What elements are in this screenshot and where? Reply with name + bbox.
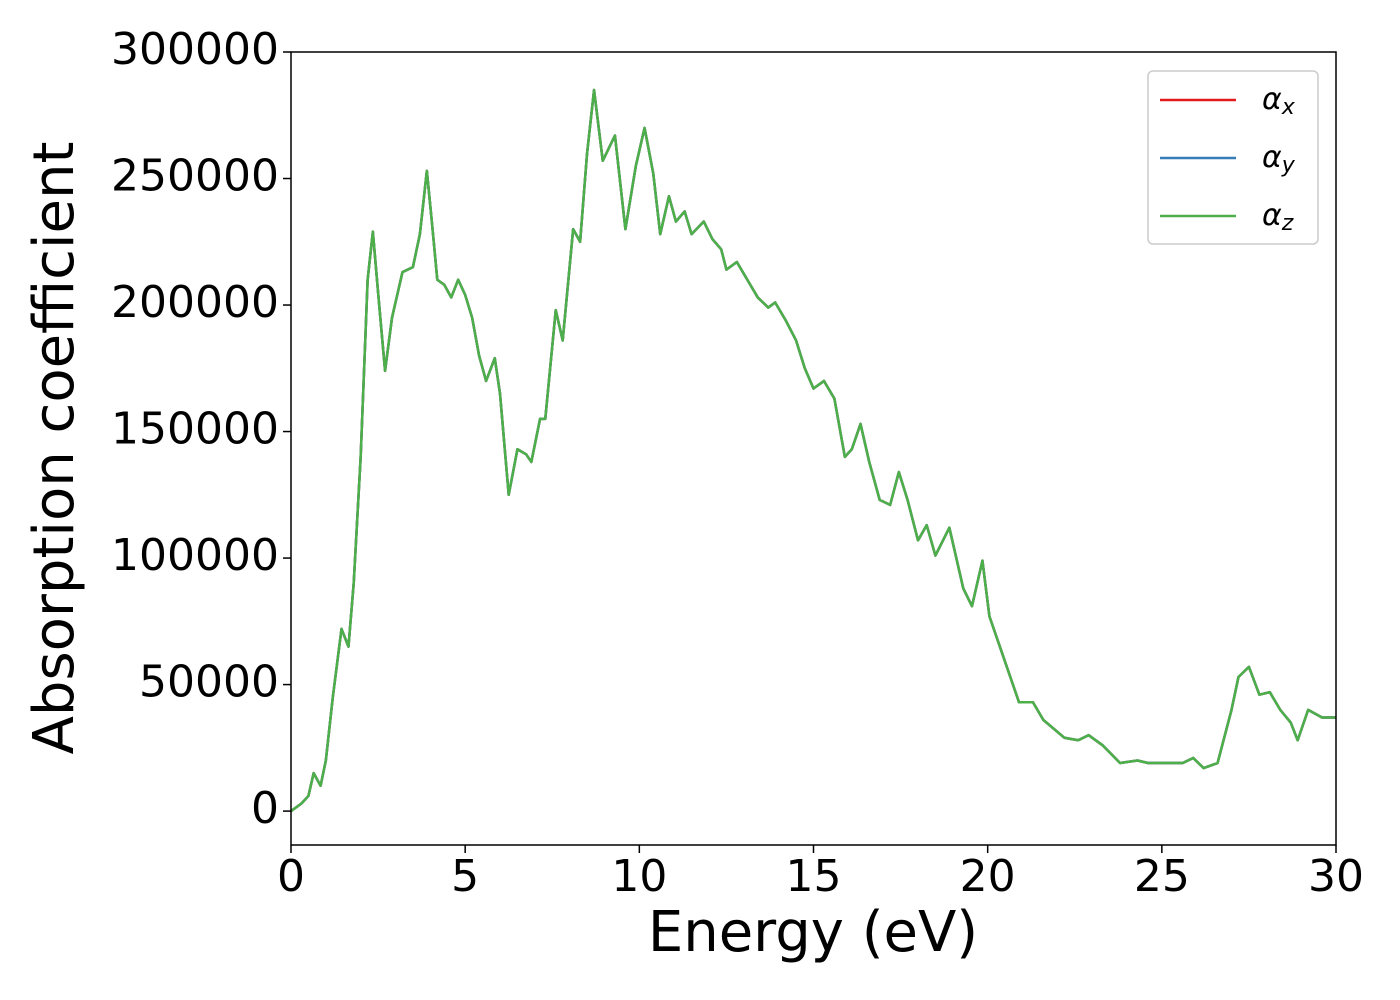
y-tick-label: 250000 bbox=[111, 151, 279, 202]
y-tick-label: 100000 bbox=[111, 530, 279, 581]
x-tick-label: 10 bbox=[611, 851, 667, 902]
x-tick-label: 30 bbox=[1308, 851, 1364, 902]
y-tick-label: 200000 bbox=[111, 277, 279, 328]
x-tick-label: 20 bbox=[960, 851, 1016, 902]
legend-label: αz bbox=[1262, 198, 1294, 237]
x-tick-label: 5 bbox=[451, 851, 479, 902]
x-tick-label: 25 bbox=[1134, 851, 1190, 902]
series-line bbox=[290, 88, 1336, 813]
legend-label: αx bbox=[1262, 82, 1296, 121]
plot-frame bbox=[290, 51, 1337, 846]
y-tick-label: 0 bbox=[251, 783, 279, 834]
y-axis-label: Absorption coefficient bbox=[22, 142, 87, 755]
y-tick-label: 50000 bbox=[139, 657, 279, 708]
x-tick-label: 0 bbox=[277, 851, 305, 902]
y-tick-label: 300000 bbox=[111, 24, 279, 75]
x-axis-label: Energy (eV) bbox=[648, 900, 978, 965]
y-tick-label: 150000 bbox=[111, 404, 279, 455]
legend-label: αy bbox=[1262, 140, 1296, 179]
x-tick-label: 15 bbox=[786, 851, 842, 902]
